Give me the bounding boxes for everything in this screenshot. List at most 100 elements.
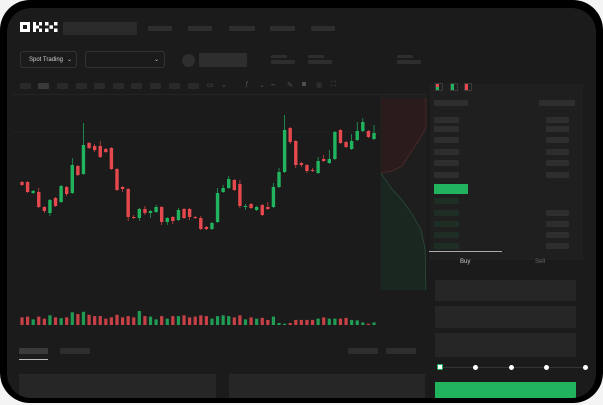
orderbook-price[interactable] xyxy=(434,210,459,216)
okx-logo[interactable] xyxy=(20,22,58,32)
candle-body xyxy=(333,132,337,159)
filter-button-1[interactable] xyxy=(348,348,378,354)
volume-bar xyxy=(288,322,292,325)
tab-open-orders[interactable] xyxy=(19,348,48,354)
timeframe-button[interactable] xyxy=(20,83,31,89)
orderbook-amount xyxy=(546,117,569,123)
nav-item-5[interactable] xyxy=(311,26,335,31)
timeframe-button[interactable] xyxy=(188,83,199,89)
candle-body xyxy=(193,217,197,218)
orderbook-both-icon[interactable] xyxy=(435,83,443,91)
volume-bar xyxy=(333,318,337,325)
nav-item-4[interactable] xyxy=(270,26,295,31)
pencil-icon[interactable]: ✎ xyxy=(287,82,293,89)
timeframe-button[interactable] xyxy=(57,83,68,89)
orderbook-price[interactable] xyxy=(434,221,459,227)
app-screen: Spot Trading ⌄ ⌄ ▭ ⌄ ƒ ⌄ ∼ ✎ ◙ ◎ ⛶ Buy S xyxy=(7,8,596,398)
chevron-down-icon[interactable]: ⌄ xyxy=(259,82,265,89)
orderbook-price[interactable] xyxy=(434,137,459,143)
orderbook-price[interactable] xyxy=(434,243,459,249)
volume-bar xyxy=(299,319,303,325)
camera-icon[interactable]: ◙ xyxy=(302,81,307,88)
timeframe-button[interactable] xyxy=(169,83,180,89)
orderbook-price[interactable] xyxy=(434,100,468,106)
stat-label-2 xyxy=(308,55,324,58)
timeframe-button[interactable] xyxy=(113,83,124,89)
candle-body xyxy=(327,159,332,163)
timeframe-button[interactable] xyxy=(131,83,142,89)
fullscreen-icon[interactable]: ⛶ xyxy=(331,81,336,88)
candle-body xyxy=(92,146,97,150)
tab-sell[interactable]: Sell xyxy=(535,259,546,265)
amount-input[interactable] xyxy=(435,306,576,328)
candle-body xyxy=(104,149,108,152)
candle-body xyxy=(137,209,142,218)
orderbook-amount xyxy=(546,232,569,238)
candle-body xyxy=(182,209,186,218)
candle-body xyxy=(176,210,181,220)
nav-item-2[interactable] xyxy=(188,26,212,31)
amount-slider[interactable] xyxy=(437,364,590,371)
orderbook-price[interactable] xyxy=(434,160,459,166)
candle-body xyxy=(204,227,209,229)
volume-bar xyxy=(132,317,136,325)
slider-step-25[interactable] xyxy=(473,365,478,370)
chart-type-icon[interactable]: ▭ xyxy=(207,82,214,89)
draw-icon[interactable]: ∼ xyxy=(270,82,276,89)
candle-body xyxy=(294,141,298,165)
market-selector[interactable]: Spot Trading ⌄ xyxy=(20,51,77,68)
candle-body xyxy=(31,191,35,193)
candle-body xyxy=(109,148,114,169)
volume-bar xyxy=(260,317,264,325)
chevron-down-icon[interactable]: ⌄ xyxy=(221,82,227,89)
slider-handle[interactable] xyxy=(437,364,443,370)
orderbook-sell-icon[interactable] xyxy=(464,83,472,91)
total-input[interactable] xyxy=(435,333,576,357)
nav-item-3[interactable] xyxy=(229,26,255,31)
volume-bar xyxy=(372,322,376,325)
settings-icon[interactable]: ◎ xyxy=(316,82,323,89)
tab-order-history[interactable] xyxy=(60,348,90,354)
orderbook-price[interactable] xyxy=(434,117,459,123)
slider-step-100[interactable] xyxy=(583,365,588,370)
candlestick-chart[interactable] xyxy=(7,8,427,338)
timeframe-button[interactable] xyxy=(150,83,161,89)
depth-chart xyxy=(380,95,427,291)
filter-button-2[interactable] xyxy=(386,348,416,354)
orderbook-price[interactable] xyxy=(434,172,459,178)
timeframe-button[interactable] xyxy=(38,83,49,89)
timeframe-button[interactable] xyxy=(76,83,87,89)
tab-buy[interactable]: Buy xyxy=(460,259,471,265)
search-box[interactable] xyxy=(63,22,137,35)
candle-body xyxy=(120,187,125,189)
orderbook-price[interactable] xyxy=(434,198,459,204)
buy-submit-button[interactable] xyxy=(435,382,576,398)
slider-step-75[interactable] xyxy=(544,365,549,370)
volume-bar xyxy=(215,316,220,325)
volume-bar xyxy=(160,316,164,325)
slider-step-50[interactable] xyxy=(509,365,514,370)
volume-bar xyxy=(310,319,315,325)
volume-bar xyxy=(182,315,186,325)
candle-body xyxy=(187,209,192,217)
price-input[interactable] xyxy=(435,280,576,301)
stat-label-3 xyxy=(397,55,413,58)
candle-body xyxy=(322,159,326,161)
orders-panel-right xyxy=(229,374,425,398)
volume-bar xyxy=(137,311,141,325)
candle-body xyxy=(355,131,359,140)
pair-selector[interactable]: ⌄ xyxy=(85,51,165,68)
candle-body xyxy=(288,128,292,142)
orderbook-price[interactable] xyxy=(434,126,459,132)
depth-bids-area xyxy=(381,173,426,290)
volume-bar xyxy=(165,318,169,325)
orderbook-price[interactable] xyxy=(434,149,459,155)
orderbook-price[interactable] xyxy=(434,232,459,238)
depth-asks-line xyxy=(380,98,427,174)
nav-item-1[interactable] xyxy=(148,26,172,31)
indicator-icon[interactable]: ƒ xyxy=(245,81,249,88)
timeframe-button[interactable] xyxy=(94,83,105,89)
volume-bar xyxy=(350,319,354,325)
orderbook-buy-icon[interactable] xyxy=(450,83,458,91)
